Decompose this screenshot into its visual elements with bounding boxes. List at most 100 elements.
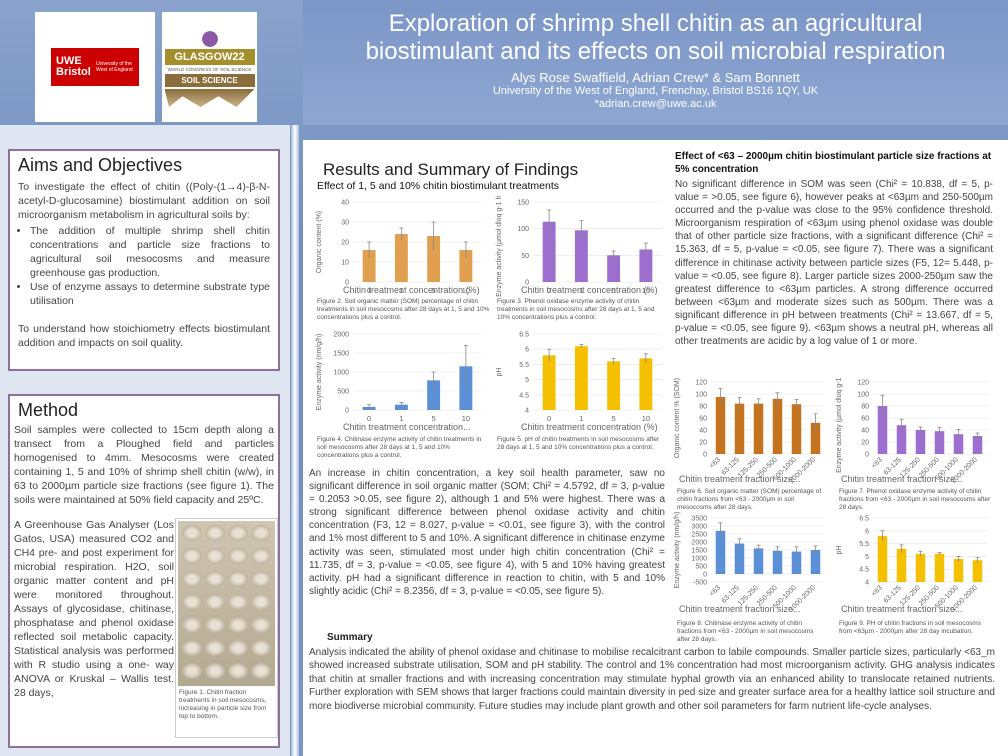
glasgow-logo-box: GLASGOW22 WORLD CONGRESS OF SOIL SCIENCE…: [162, 12, 257, 122]
mesocosm-cup: [228, 571, 248, 587]
y-tick-label: 500: [337, 389, 349, 396]
y-tick-label: 120: [695, 380, 707, 387]
title-line-1: Exploration of shrimp shell chitin as an…: [388, 10, 923, 37]
bar: [542, 221, 556, 282]
uwe-logo: UWE Bristol University of the West of En…: [51, 48, 139, 86]
bar: [791, 551, 802, 574]
mesocosm-cup: [182, 640, 202, 656]
x-tick-label: 5: [432, 414, 436, 423]
y-axis-label: Enzyme activity (µmol dloq g-1 h-1): [836, 376, 843, 473]
figure-3-chart: Enzyme activity (µmol dloq g-1 h-1) 05010…: [496, 196, 662, 297]
x-tick-label: 1: [579, 286, 583, 295]
figure-5-xlabel: Chitin treatment concentration (%): [521, 422, 658, 432]
bar: [734, 543, 745, 574]
mesocosm-cup: [251, 663, 271, 679]
bar: [877, 535, 888, 582]
figure-1-caption: Figure 1. Chitin fraction treatments in …: [179, 689, 267, 720]
y-tick-label: 5: [865, 554, 869, 561]
bar: [715, 530, 726, 574]
mesocosm-cup: [205, 571, 225, 587]
bar: [607, 255, 621, 282]
bar: [753, 548, 764, 574]
mesocosm-cup: [228, 594, 248, 610]
y-tick-label: 10: [341, 260, 349, 267]
bar: [772, 550, 783, 574]
y-axis-label: Organic content (%): [316, 211, 323, 273]
mesocosm-cup: [205, 663, 225, 679]
method-heading: Method: [18, 400, 79, 420]
y-tick-label: 80: [699, 404, 707, 411]
y-tick-label: 4: [865, 580, 869, 587]
x-tick-label: 1: [399, 414, 403, 423]
bar: [639, 249, 653, 282]
x-tick-label: 5: [432, 286, 436, 295]
mesocosm-cup: [182, 663, 202, 679]
bar: [542, 355, 556, 410]
mesocosm-cup: [228, 617, 248, 633]
x-tick-label: <63: [709, 584, 722, 597]
y-tick-label: 1500: [333, 351, 349, 358]
x-tick-label: <63: [709, 456, 722, 469]
bar: [810, 422, 821, 454]
y-axis-label: Organic content % (SOM): [674, 378, 681, 458]
figure-3-caption: Figure 3. Phenol oxidase enzyme activity…: [497, 298, 655, 321]
figure-4-xlabel: Chitin treatment concentration...: [343, 422, 471, 432]
y-tick-label: 500: [695, 564, 707, 571]
aims-bullet-1: The addition of multiple shrimp shell ch…: [30, 224, 270, 280]
figure-6-caption: Figure 6. Soil organic matter (SOM) perc…: [677, 488, 822, 511]
bar: [362, 250, 376, 282]
mesocosm-cup: [182, 571, 202, 587]
y-tick-label: 1000: [691, 556, 707, 563]
aims-intro: To investigate the effect of chitin ((Po…: [18, 181, 270, 221]
y-tick-label: 4.5: [519, 392, 529, 399]
results-subheading-2: Effect of <63 – 2000µm chitin biostimula…: [675, 151, 992, 175]
y-tick-label: 20: [861, 440, 869, 447]
figure-2-caption: Figure 2. Soil organic matter (SOM) perc…: [317, 298, 490, 321]
x-tick-label: <63: [871, 584, 884, 597]
bar: [394, 404, 408, 410]
y-tick-label: 50: [521, 253, 529, 260]
figure-7-xlabel: Chitin treatment fraction size...: [841, 474, 963, 484]
y-tick-label: 0: [345, 408, 349, 415]
y-tick-label: 60: [699, 416, 707, 423]
x-tick-label: 0: [367, 414, 371, 423]
y-tick-label: 6.5: [859, 516, 869, 523]
bar: [427, 380, 441, 410]
bar: [791, 404, 802, 454]
x-tick-label: 1: [399, 286, 403, 295]
bar: [877, 406, 888, 454]
y-tick-label: 0: [703, 572, 707, 579]
y-axis-label: pH: [836, 546, 843, 555]
header-panel: Exploration of shrimp shell chitin as an…: [303, 0, 1008, 125]
y-tick-label: 30: [341, 220, 349, 227]
results-subheading-1: Effect of 1, 5 and 10% chitin biostimula…: [317, 180, 560, 192]
mesocosm-cup: [205, 525, 225, 541]
x-tick-label: 0: [367, 286, 371, 295]
y-tick-label: 20: [341, 240, 349, 247]
figure-2-xlabel: Chitin treatment concentration (%): [343, 285, 480, 295]
results-particle-size-text: No significant difference in SOM was see…: [675, 179, 993, 348]
x-tick-label: 0: [547, 286, 551, 295]
bar: [953, 558, 964, 582]
x-tick-label: 10: [642, 414, 650, 423]
mesocosm-cup: [182, 617, 202, 633]
y-axis-label: Enzyme activity (nm/g/h): [316, 334, 323, 411]
summary-text: Analysis indicated the ability of phenol…: [309, 647, 995, 712]
mesocosm-cup: [228, 548, 248, 564]
mesocosm-cup: [228, 525, 248, 541]
bar: [574, 346, 588, 410]
column-divider: [291, 125, 299, 756]
bar: [896, 425, 907, 454]
results-panel: Results and Summary of Findings Effect o…: [303, 140, 1008, 756]
bar: [715, 397, 726, 454]
figure-9-caption: Figure 9. PH of chitin fractions in soil…: [839, 620, 981, 635]
summary-heading: Summary: [327, 632, 373, 643]
y-tick-label: 6: [525, 347, 529, 354]
y-axis-label: pH: [496, 368, 503, 377]
figure-8-xlabel: Chitin treatment fraction size...: [679, 604, 801, 614]
mesocosm-cup: [228, 640, 248, 656]
results-heading: Results and Summary of Findings: [323, 160, 579, 179]
y-tick-label: 2000: [333, 332, 349, 339]
y-tick-label: 2000: [691, 540, 707, 547]
bar: [427, 236, 441, 282]
